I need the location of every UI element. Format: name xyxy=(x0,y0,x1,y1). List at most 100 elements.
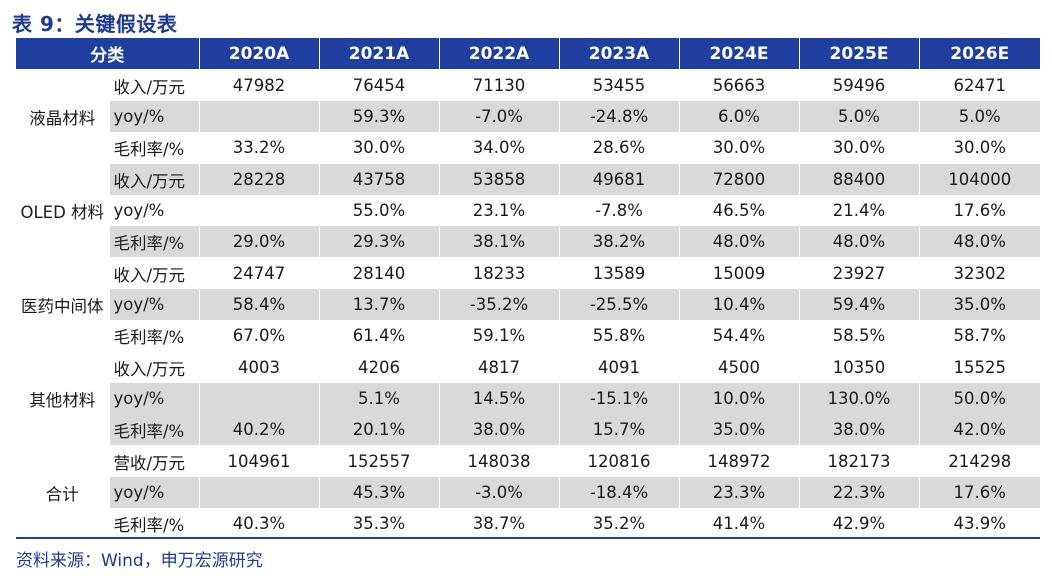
value-cell: 49681 xyxy=(559,163,680,195)
value-cell: 59.1% xyxy=(439,320,560,352)
header-year: 2020A xyxy=(199,38,320,70)
value-cell: 182173 xyxy=(799,445,920,477)
value-cell: 30.0% xyxy=(679,132,800,164)
source-note: 资料来源：Wind，申万宏源研究 xyxy=(16,551,263,571)
table-row: 毛利率/% 29.0% 29.3% 38.1% 38.2% 48.0% 48.0% 48.0% xyxy=(16,226,1040,258)
value-cell: 50.0% xyxy=(919,383,1040,414)
table-row: 毛利率/% 33.2% 30.0% 34.0% 28.6% 30.0% 30.0% 30.0% xyxy=(16,132,1040,164)
metric-label: 营收/万元 xyxy=(109,445,200,477)
value-cell: 71130 xyxy=(439,69,560,101)
value-cell: 53455 xyxy=(559,69,680,101)
value-cell: 15525 xyxy=(919,351,1040,383)
value-cell: 148038 xyxy=(439,445,560,477)
value-cell: 5.0% xyxy=(919,101,1040,132)
key-assumptions-table: 分类 2020A 2021A 2022A 2023A 2024E 2025E 2… xyxy=(16,38,1040,539)
value-cell: 34.0% xyxy=(439,132,560,164)
metric-label: 收入/万元 xyxy=(109,351,200,383)
value-cell: 23.3% xyxy=(679,477,800,508)
metric-label: yoy/% xyxy=(109,383,200,414)
value-cell: 17.6% xyxy=(953,201,1006,220)
value-cell: 55.8% xyxy=(559,320,680,352)
value-cell: 28.6% xyxy=(559,132,680,164)
bottom-rule xyxy=(16,537,1040,539)
value-cell: 43.9% xyxy=(953,514,1006,533)
value-cell xyxy=(199,383,320,414)
value-cell xyxy=(199,101,320,132)
value-cell: 76454 xyxy=(319,69,440,101)
value-cell: 53858 xyxy=(439,163,560,195)
value-cell: 58.7% xyxy=(953,326,1006,345)
value-cell: 18233 xyxy=(439,257,560,289)
value-cell: 35.0% xyxy=(919,289,1040,320)
value-cell: 35.3% xyxy=(319,508,440,539)
value-cell: 38.0% xyxy=(439,414,560,446)
value-cell: 104000 xyxy=(919,163,1040,195)
value-cell: -24.8% xyxy=(559,101,680,132)
value-cell: 214298 xyxy=(919,445,1040,477)
table-title: 表 9：关键假设表 xyxy=(12,12,178,36)
value-cell: 40.3% xyxy=(199,508,320,539)
metric-label: yoy/% xyxy=(109,289,200,320)
value-cell: 152557 xyxy=(319,445,440,477)
category-label: OLED 材料 xyxy=(16,163,110,258)
value-cell: 13.7% xyxy=(319,289,440,320)
header-row: 分类 2020A 2021A 2022A 2023A 2024E 2025E 2… xyxy=(16,38,1040,70)
table-row: OLED 材料 收入/万元 28228 43758 53858 49681 72800 884… xyxy=(16,163,1040,258)
value-cell: 38.2% xyxy=(559,226,680,258)
value-cell: 13589 xyxy=(559,257,680,289)
value-cell: 6.0% xyxy=(679,101,800,132)
value-cell: 4817 xyxy=(439,351,560,383)
value-cell: 10350 xyxy=(799,351,920,383)
value-cell: 5.0% xyxy=(799,101,920,132)
value-cell: 148972 xyxy=(679,445,800,477)
value-cell xyxy=(199,195,320,226)
table-row: yoy/% 58.4% 13.7% -35.2% -25.5% 10.4% 59.4% 35.… xyxy=(16,289,1040,320)
value-cell: 22.3% xyxy=(799,477,920,508)
value-cell: 61.4% xyxy=(319,320,440,352)
value-cell: 45.3% xyxy=(319,477,440,508)
table-row: yoy/% 5.1% 14.5% -15.1% 10.0% 130.0% 50.0% xyxy=(16,383,1040,414)
value-cell: -25.5% xyxy=(559,289,680,320)
header-year: 2024E xyxy=(679,38,800,70)
value-cell: 56663 xyxy=(679,69,800,101)
header-year: 2025E xyxy=(799,38,920,70)
header-year: 2023A xyxy=(559,38,680,70)
value-cell: -18.4% xyxy=(559,477,680,508)
value-cell: 58.5% xyxy=(799,320,920,352)
value-cell: 30.0% xyxy=(799,132,920,164)
value-cell: 4003 xyxy=(199,351,320,383)
value-cell: 42.9% xyxy=(799,508,920,539)
value-cell xyxy=(199,477,320,508)
value-cell: -15.1% xyxy=(559,383,680,414)
value-cell: 38.7% xyxy=(439,508,560,539)
value-cell: 67.0% xyxy=(199,320,320,352)
value-cell: 29.0% xyxy=(199,226,320,258)
table-row: 其他材料 收入/万元 4003 4206 4817 4091 4500 10350 15525 xyxy=(16,351,1040,446)
header-year: 2026E xyxy=(919,38,1040,70)
category-label: 医药中间体 xyxy=(16,257,110,352)
value-cell: 72800 xyxy=(679,163,800,195)
table-row: 医药中间体 收入/万元 24747 28140 18233 13589 15009 23927… xyxy=(16,257,1040,352)
value-cell: 24747 xyxy=(199,257,320,289)
value-cell: 4500 xyxy=(679,351,800,383)
value-cell: 59496 xyxy=(799,69,920,101)
table-row: yoy/% 55.0% 23.1% -7.8% 46.5% 21.4% 17.6% xyxy=(16,195,1040,226)
value-cell: -7.0% xyxy=(439,101,560,132)
category-label: 其他材料 xyxy=(16,351,110,446)
metric-label: 毛利率/% xyxy=(109,320,200,352)
value-cell: 48.0% xyxy=(919,226,1040,258)
value-cell: 10.4% xyxy=(679,289,800,320)
value-cell: 15.7% xyxy=(559,414,680,446)
value-cell: 48.0% xyxy=(679,226,800,258)
value-cell: 20.1% xyxy=(319,414,440,446)
header-category: 分类 xyxy=(16,38,200,70)
metric-label: yoy/% xyxy=(109,195,200,226)
value-cell: 29.3% xyxy=(319,226,440,258)
value-cell: -35.2% xyxy=(439,289,560,320)
value-cell: 21.4% xyxy=(799,195,920,226)
metric-label: 毛利率/% xyxy=(109,226,200,258)
value-cell: 10.0% xyxy=(679,383,800,414)
value-cell: 43758 xyxy=(319,163,440,195)
table-row: 毛利率/% 67.0% 61.4% 59.1% 55.8% 54.4% 58.5% 58.7% xyxy=(16,320,1040,352)
table-row: 合计 营收/万元 104961 152557 148038 120816 148972 182… xyxy=(16,445,1040,539)
